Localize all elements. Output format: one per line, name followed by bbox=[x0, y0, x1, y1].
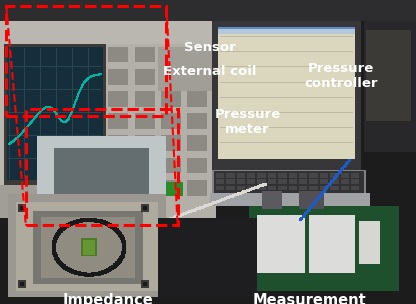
Text: Sensor: Sensor bbox=[184, 41, 236, 54]
Text: Impedance
analyzer: Impedance analyzer bbox=[63, 293, 154, 304]
Bar bbox=[26, 109, 178, 225]
Text: External coil: External coil bbox=[163, 65, 257, 78]
Bar bbox=[6, 6, 166, 116]
Text: Measurement
system: Measurement system bbox=[253, 293, 367, 304]
Text: Pressure
controller: Pressure controller bbox=[305, 62, 378, 90]
Text: Pressure
meter: Pressure meter bbox=[214, 108, 281, 136]
